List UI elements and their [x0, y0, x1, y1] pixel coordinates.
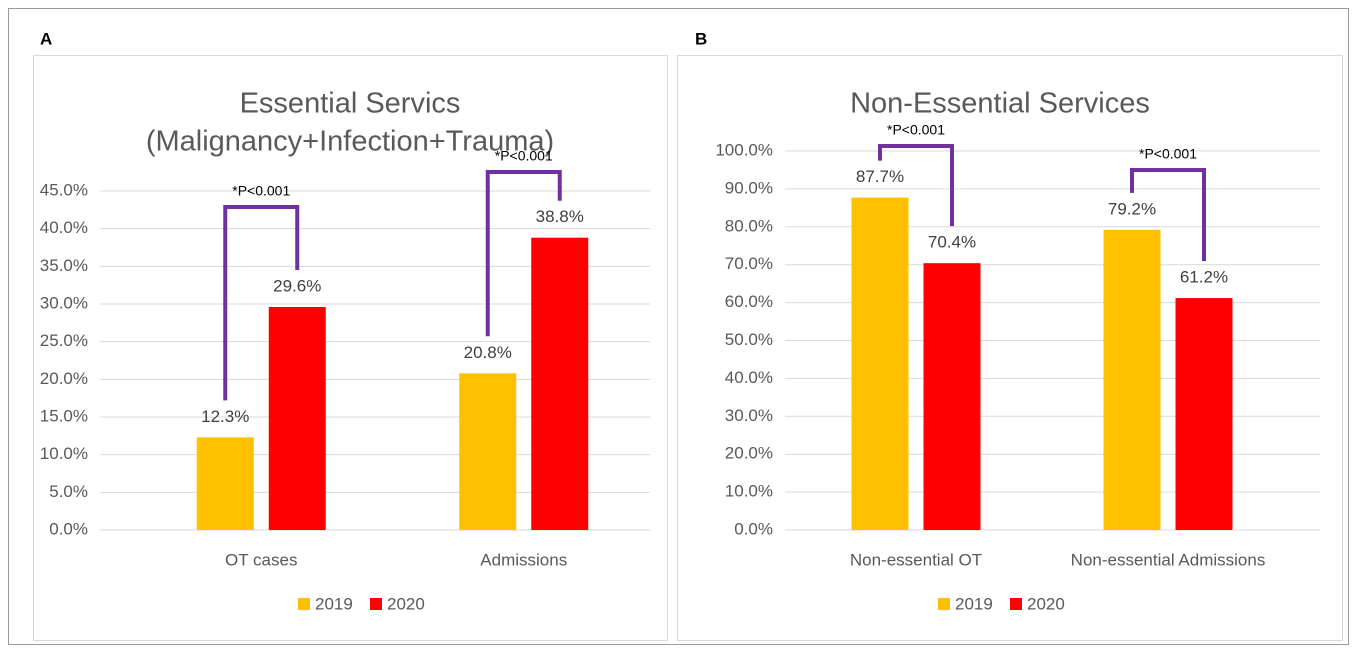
annotation: *P<0.001 — [232, 183, 290, 199]
panel-label: B — [695, 29, 707, 48]
legend-label: 2019 — [955, 594, 993, 613]
data-label: 12.3% — [201, 407, 249, 426]
data-label: 38.8% — [536, 207, 584, 226]
data-label: 79.2% — [1108, 199, 1156, 218]
y-tick-label: 40.0% — [725, 368, 773, 387]
bar — [531, 237, 589, 530]
y-tick-label: 10.0% — [725, 482, 773, 501]
legend-label: 2019 — [315, 594, 353, 613]
x-tick-label: Admissions — [480, 550, 567, 569]
y-tick-label: 30.0% — [725, 406, 773, 425]
legend-label: 2020 — [1027, 594, 1065, 613]
y-tick-label: 25.0% — [40, 331, 88, 350]
bar — [1175, 298, 1233, 530]
panel-frame — [33, 55, 668, 641]
chart-title: (Malignancy+Infection+Trauma) — [146, 126, 554, 158]
legend-label: 2020 — [387, 594, 425, 613]
data-label: 61.2% — [1180, 268, 1228, 287]
panel-label: A — [40, 29, 52, 48]
significance-bracket — [878, 144, 954, 227]
significance-bracket — [223, 205, 300, 401]
y-tick-label: 15.0% — [40, 406, 88, 425]
bar — [923, 263, 981, 530]
annotation: *P<0.001 — [495, 148, 553, 164]
legend-swatch — [938, 598, 950, 610]
significance-bracket — [1130, 168, 1206, 262]
chart-title: Essential Servics — [240, 88, 461, 120]
y-tick-label: 45.0% — [40, 180, 88, 199]
annotation: *P<0.001 — [887, 122, 945, 138]
legend-swatch — [1010, 598, 1022, 610]
legend-swatch — [370, 598, 382, 610]
data-label: 70.4% — [928, 233, 976, 252]
bar — [851, 197, 909, 530]
y-tick-label: 0.0% — [734, 519, 773, 538]
legend-swatch — [298, 598, 310, 610]
y-tick-label: 0.0% — [49, 519, 88, 538]
y-tick-label: 20.0% — [40, 369, 88, 388]
y-tick-label: 60.0% — [725, 292, 773, 311]
bar — [268, 307, 326, 530]
data-label: 87.7% — [856, 167, 904, 186]
panel-frame — [677, 55, 1343, 641]
data-label: 20.8% — [464, 343, 512, 362]
y-tick-label: 100.0% — [715, 140, 773, 159]
y-tick-label: 90.0% — [725, 178, 773, 197]
data-label: 29.6% — [273, 276, 321, 295]
y-tick-label: 20.0% — [725, 444, 773, 463]
bar — [459, 373, 517, 530]
chart-title: Non-Essential Services — [850, 88, 1150, 120]
figure-frame — [8, 8, 1349, 645]
bar — [1103, 229, 1161, 530]
y-tick-label: 70.0% — [725, 254, 773, 273]
annotation: *P<0.001 — [1139, 146, 1197, 162]
y-tick-label: 35.0% — [40, 256, 88, 275]
y-tick-label: 5.0% — [49, 482, 88, 501]
x-tick-label: Non-essential Admissions — [1071, 550, 1266, 569]
bar — [196, 437, 254, 530]
y-tick-label: 80.0% — [725, 216, 773, 235]
x-tick-label: OT cases — [225, 550, 297, 569]
y-tick-label: 30.0% — [40, 293, 88, 312]
significance-bracket — [485, 170, 562, 337]
y-tick-label: 50.0% — [725, 330, 773, 349]
x-tick-label: Non-essential OT — [850, 550, 982, 569]
y-tick-label: 40.0% — [40, 218, 88, 237]
y-tick-label: 10.0% — [40, 444, 88, 463]
